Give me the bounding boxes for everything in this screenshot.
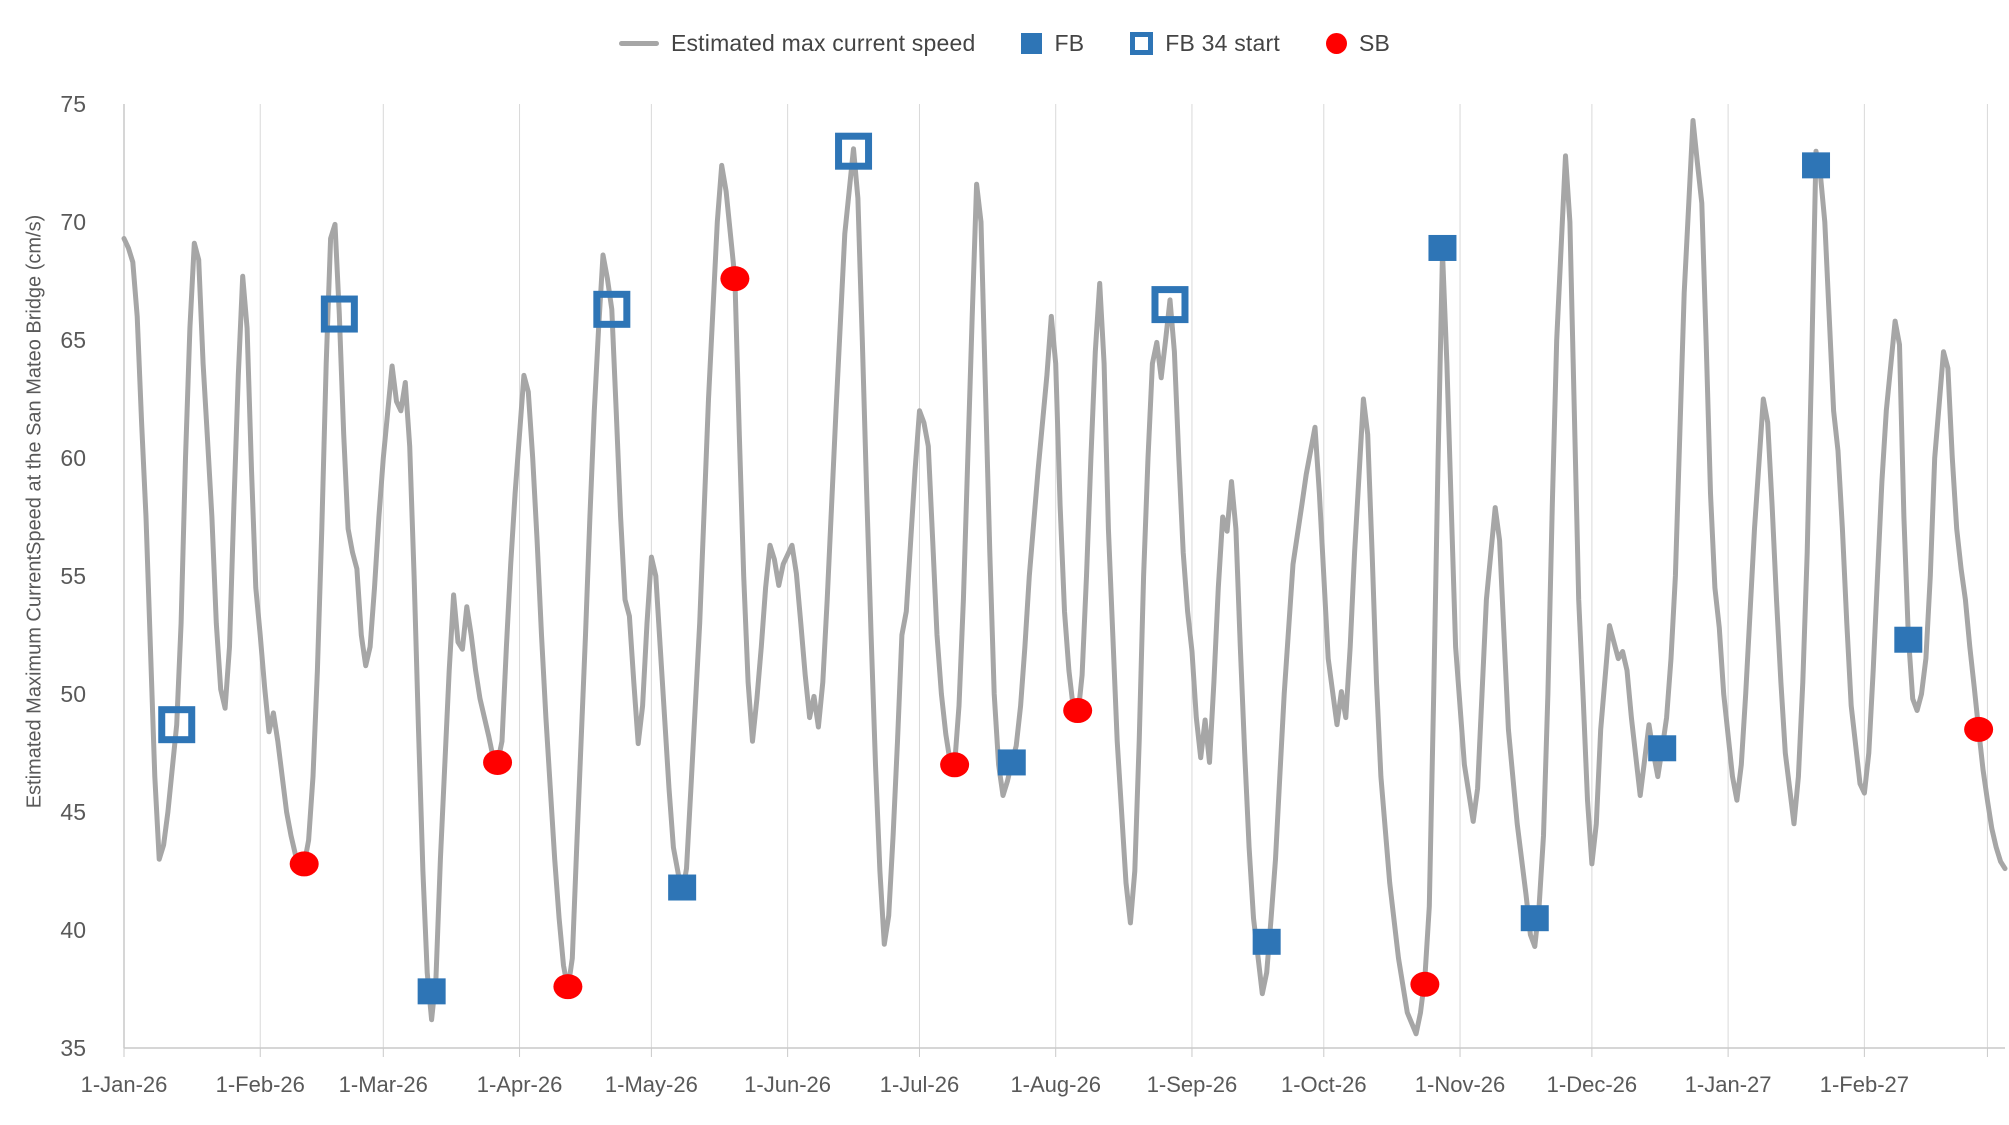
x-tick-label: 1-Dec-26 [1547, 1072, 1637, 1097]
y-axis-title: Estimated Maximum CurrentSpeed at the Sa… [23, 214, 46, 809]
sb-marker [720, 266, 750, 292]
legend-label: SB [1358, 30, 1391, 56]
fb34-start-marker [1151, 286, 1189, 324]
circle-swatch-icon [1325, 33, 1347, 54]
x-tick-label: 1-Apr-26 [477, 1072, 563, 1097]
y-tick-label: 75 [60, 91, 86, 117]
fb-marker [1428, 234, 1457, 261]
filled-square-swatch-icon [1021, 33, 1043, 54]
legend-item-sb: SB [1325, 30, 1391, 57]
x-tick-label: 1-Jan-27 [1685, 1072, 1772, 1097]
fb-marker [1894, 626, 1923, 653]
sb-marker [940, 752, 970, 778]
line-swatch-icon [618, 41, 659, 46]
x-tick-label: 1-Aug-26 [1010, 1072, 1101, 1097]
legend-item-max-current-speed: Estimated max current speed [618, 30, 976, 57]
y-tick-label: 70 [60, 209, 86, 235]
fb-marker [668, 874, 697, 901]
legend-item-fb34-start: FB 34 start [1130, 30, 1280, 57]
x-tick-label: 1-Mar-26 [339, 1072, 428, 1097]
x-tick-label: 1-Oct-26 [1281, 1072, 1367, 1097]
legend-label: Estimated max current speed [670, 30, 976, 56]
fb34-start-marker [593, 290, 631, 328]
fb34-start-marker [320, 295, 358, 333]
y-tick-label: 60 [60, 445, 86, 471]
y-tick-label: 65 [60, 327, 86, 353]
x-tick-label: 1-May-26 [605, 1072, 698, 1097]
x-tick-label: 1-Feb-26 [216, 1072, 305, 1097]
y-tick-label: 55 [60, 563, 86, 589]
x-tick-label: 1-Jul-26 [880, 1072, 959, 1097]
sb-marker [1063, 698, 1093, 724]
x-tick-label: 1-Sep-26 [1147, 1072, 1238, 1097]
y-tick-label: 40 [60, 917, 86, 943]
fb-marker [1648, 735, 1677, 762]
open-square-swatch-icon [1130, 32, 1154, 55]
y-tick-label: 50 [60, 681, 86, 707]
fb-marker [997, 749, 1026, 776]
legend-label: FB [1054, 30, 1085, 56]
y-tick-label: 35 [60, 1035, 86, 1061]
sb-marker [289, 851, 319, 877]
y-tick-label: 45 [60, 799, 86, 825]
fb34-start-marker [158, 706, 196, 744]
x-tick-label: 1-Feb-27 [1820, 1072, 1909, 1097]
fb-marker [417, 978, 446, 1005]
series-line-max-current-speed [121, 118, 2008, 1037]
x-tick-label: 1-Jun-26 [744, 1072, 831, 1097]
fb34-start-marker [835, 132, 873, 170]
fb-marker [1520, 905, 1549, 932]
sb-marker [1964, 716, 1994, 742]
sb-marker [553, 974, 583, 1000]
legend-label: FB 34 start [1165, 30, 1280, 56]
x-tick-label: 1-Nov-26 [1415, 1072, 1505, 1097]
sb-marker [1410, 971, 1440, 997]
fb-marker [1802, 152, 1831, 179]
legend-item-fb: FB [1021, 30, 1084, 57]
fb-marker [1252, 928, 1281, 955]
x-tick-label: 1-Jan-26 [81, 1072, 168, 1097]
legend: Estimated max current speed FB FB 34 sta… [0, 30, 2009, 57]
sb-marker [483, 749, 513, 775]
